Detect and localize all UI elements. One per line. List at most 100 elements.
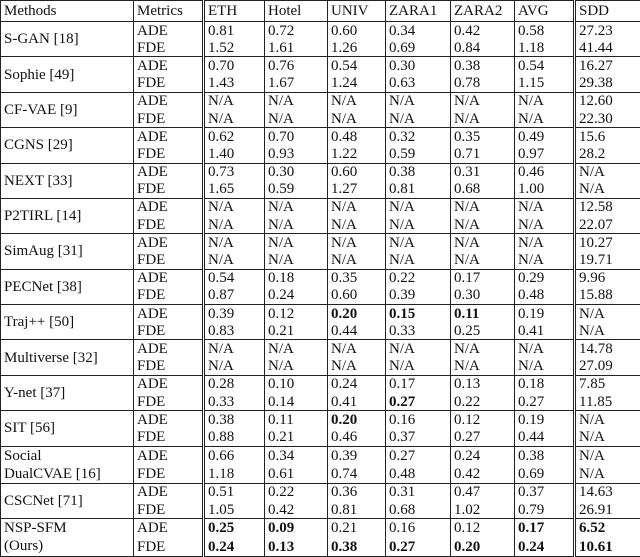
value-cell: 0.25 <box>204 519 265 538</box>
value-text: 0.48 <box>389 466 415 482</box>
value-text: 0.61 <box>268 466 294 482</box>
value-text: 12.58 <box>579 199 613 215</box>
value-text: 11.85 <box>579 394 612 410</box>
value-cell: N/A <box>515 110 575 128</box>
value-text: 0.81 <box>208 23 234 39</box>
value-text: 0.38 <box>208 412 234 428</box>
value-text: 0.39 <box>331 448 357 464</box>
value-text: 0.42 <box>454 466 480 482</box>
value-text: 1.27 <box>331 181 357 197</box>
method-label: NEXT [33] <box>4 173 72 189</box>
value-text: 0.36 <box>331 484 357 500</box>
value-text: N/A <box>518 358 544 374</box>
value-text: N/A <box>208 252 234 268</box>
value-text: 0.21 <box>268 323 294 339</box>
value-cell: 0.21 <box>265 322 328 340</box>
value-cell: N/A <box>451 340 515 358</box>
value-text: N/A <box>268 199 294 215</box>
value-text: 0.49 <box>518 129 544 145</box>
value-cell: 0.27 <box>386 393 451 411</box>
value-text: 0.48 <box>331 129 357 145</box>
value-cell: 0.83 <box>204 322 265 340</box>
value-text: 0.63 <box>389 75 415 91</box>
value-text: N/A <box>331 217 357 233</box>
value-text: N/A <box>454 341 480 357</box>
value-text: N/A <box>454 199 480 215</box>
value-cell: 0.47 <box>451 483 515 501</box>
value-text: 1.26 <box>331 40 357 56</box>
value-cell: 0.44 <box>515 428 575 446</box>
value-cell: 0.31 <box>451 163 515 181</box>
value-text: N/A <box>331 341 357 357</box>
value-cell: 0.59 <box>386 145 451 163</box>
metric-label: FDE <box>134 358 204 376</box>
value-text: 1.24 <box>331 75 357 91</box>
value-cell: N/A <box>515 92 575 110</box>
value-cell: 0.12 <box>265 305 328 323</box>
value-text: 0.09 <box>268 520 294 536</box>
value-text: 10.27 <box>579 235 613 251</box>
metric-label: FDE <box>134 39 204 57</box>
value-text: 14.63 <box>579 484 613 500</box>
metric-label: FDE <box>134 251 204 269</box>
value-text: 22.30 <box>579 111 613 127</box>
value-cell: 0.44 <box>328 322 386 340</box>
value-text: 1.40 <box>208 146 234 162</box>
value-cell: 16.27 <box>575 57 640 75</box>
value-text: 0.73 <box>208 164 234 180</box>
value-text: 1.52 <box>208 40 234 56</box>
value-cell: 0.20 <box>328 305 386 323</box>
value-cell: 0.48 <box>386 465 451 484</box>
value-text: 0.38 <box>454 58 480 74</box>
method-label: Social <box>4 448 42 464</box>
value-cell: N/A <box>386 358 451 376</box>
metric-label: ADE <box>134 22 204 40</box>
value-cell: 0.39 <box>204 305 265 323</box>
metric-label: ADE <box>134 340 204 358</box>
value-text: 26.91 <box>579 502 613 518</box>
value-text: 0.19 <box>518 412 544 428</box>
value-text: N/A <box>268 341 294 357</box>
value-cell: 1.15 <box>515 75 575 93</box>
value-text: 0.70 <box>208 58 234 74</box>
metric-label: ADE <box>134 128 204 146</box>
value-cell: N/A <box>575 465 640 484</box>
value-text: N/A <box>268 111 294 127</box>
value-text: N/A <box>518 341 544 357</box>
value-text: 14.78 <box>579 341 613 357</box>
value-text: 1.18 <box>518 40 544 56</box>
value-text: 1.18 <box>208 466 234 482</box>
value-text: 0.27 <box>518 394 544 410</box>
value-cell: 0.27 <box>515 393 575 411</box>
value-text: 0.37 <box>389 429 415 445</box>
value-cell: 0.11 <box>451 305 515 323</box>
value-cell: 0.42 <box>451 22 515 40</box>
method-label: NSP-SFM <box>4 520 67 536</box>
value-cell: 0.84 <box>451 39 515 57</box>
value-text: 0.41 <box>518 323 544 339</box>
value-text: 0.22 <box>389 270 415 286</box>
value-cell: 0.21 <box>265 428 328 446</box>
metric-label: ADE <box>134 92 204 110</box>
method-name: DualCVAE [16] <box>1 465 134 484</box>
value-text: 0.17 <box>454 270 480 286</box>
value-text: 0.20 <box>331 412 357 428</box>
value-cell: 0.41 <box>328 393 386 411</box>
value-text: 0.15 <box>389 306 415 322</box>
value-text: N/A <box>389 93 415 109</box>
value-cell: 0.24 <box>328 375 386 393</box>
value-cell: 6.52 <box>575 519 640 538</box>
value-text: 0.35 <box>454 129 480 145</box>
value-cell: 0.76 <box>265 57 328 75</box>
value-cell: N/A <box>265 216 328 234</box>
metric-label: FDE <box>134 322 204 340</box>
value-cell: 22.07 <box>575 216 640 234</box>
value-cell: 0.46 <box>515 163 575 181</box>
metric-label: ADE <box>134 198 204 216</box>
value-cell: N/A <box>515 340 575 358</box>
value-cell: 1.26 <box>328 39 386 57</box>
